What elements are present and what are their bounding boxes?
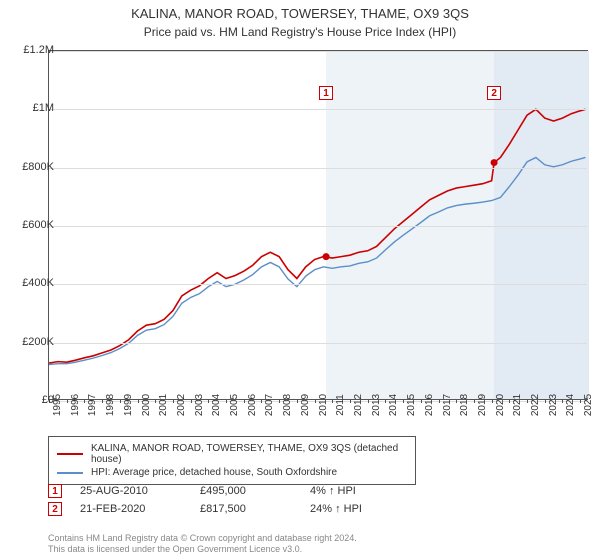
sale-row-2: 2 21-FEB-2020 £817,500 24% ↑ HPI [48,502,390,516]
x-axis-label: 2020 [495,394,506,416]
sale-price-1: £495,000 [200,485,310,497]
x-axis-label: 2013 [371,394,382,416]
chart-container: KALINA, MANOR ROAD, TOWERSEY, THAME, OX9… [0,0,600,560]
x-axis-label: 2004 [211,394,222,416]
x-axis-label: 2009 [300,394,311,416]
y-axis-label: £0 [14,394,54,406]
x-axis-label: 2008 [282,394,293,416]
line-svg [49,51,587,399]
x-axis-label: 2022 [530,394,541,416]
x-axis-label: 1997 [87,394,98,416]
footer: Contains HM Land Registry data © Crown c… [48,533,357,556]
x-axis-label: 2018 [459,394,470,416]
sales-table: 1 25-AUG-2010 £495,000 4% ↑ HPI 2 21-FEB… [48,480,390,520]
chart-address: KALINA, MANOR ROAD, TOWERSEY, THAME, OX9… [0,6,600,21]
x-axis-label: 2021 [512,394,523,416]
legend-row-property: KALINA, MANOR ROAD, TOWERSEY, THAME, OX9… [57,443,407,465]
x-axis-label: 2000 [141,394,152,416]
y-axis-label: £1M [14,102,54,114]
x-axis-label: 2010 [318,394,329,416]
y-axis-label: £1.2M [14,44,54,56]
title-block: KALINA, MANOR ROAD, TOWERSEY, THAME, OX9… [0,0,600,41]
footer-line2: This data is licensed under the Open Gov… [48,544,357,556]
x-axis-label: 2002 [176,394,187,416]
legend-label-hpi: HPI: Average price, detached house, Sout… [91,467,337,478]
chart-marker-1: 1 [319,86,333,100]
footer-line1: Contains HM Land Registry data © Crown c… [48,533,357,545]
sale-row-1: 1 25-AUG-2010 £495,000 4% ↑ HPI [48,484,390,498]
y-axis-label: £600K [14,219,54,231]
x-axis-label: 2025 [583,394,594,416]
x-axis-label: 2023 [548,394,559,416]
x-axis-label: 1999 [123,394,134,416]
sale-diff-2: 24% ↑ HPI [310,503,390,515]
plot-area: 12 [48,50,588,400]
x-axis-label: 2016 [424,394,435,416]
sale-price-2: £817,500 [200,503,310,515]
x-axis-label: 1998 [105,394,116,416]
sale-date-1: 25-AUG-2010 [80,485,200,497]
x-axis-label: 2017 [442,394,453,416]
legend-swatch-hpi [57,472,83,474]
x-axis-label: 2003 [194,394,205,416]
y-axis-label: £200K [14,336,54,348]
legend-label-property: KALINA, MANOR ROAD, TOWERSEY, THAME, OX9… [91,443,407,465]
y-axis-label: £400K [14,277,54,289]
x-axis-label: 2005 [229,394,240,416]
x-axis-label: 2015 [406,394,417,416]
x-axis-label: 1995 [52,394,63,416]
x-axis-label: 2006 [247,394,258,416]
x-axis-label: 2014 [388,394,399,416]
chart-marker-2: 2 [487,86,501,100]
x-axis-label: 2012 [353,394,364,416]
y-axis-label: £800K [14,161,54,173]
sale-date-2: 21-FEB-2020 [80,503,200,515]
sale-marker-1: 1 [48,484,62,498]
chart-subtitle: Price paid vs. HM Land Registry's House … [0,25,600,39]
legend-row-hpi: HPI: Average price, detached house, Sout… [57,467,407,478]
sale-marker-2: 2 [48,502,62,516]
sale-diff-1: 4% ↑ HPI [310,485,390,497]
x-axis-label: 1996 [70,394,81,416]
x-axis-label: 2007 [264,394,275,416]
legend: KALINA, MANOR ROAD, TOWERSEY, THAME, OX9… [48,436,416,485]
x-axis-label: 2011 [335,394,346,416]
x-axis-label: 2019 [477,394,488,416]
legend-swatch-property [57,453,83,455]
x-axis-label: 2001 [158,394,169,416]
x-axis-label: 2024 [565,394,576,416]
